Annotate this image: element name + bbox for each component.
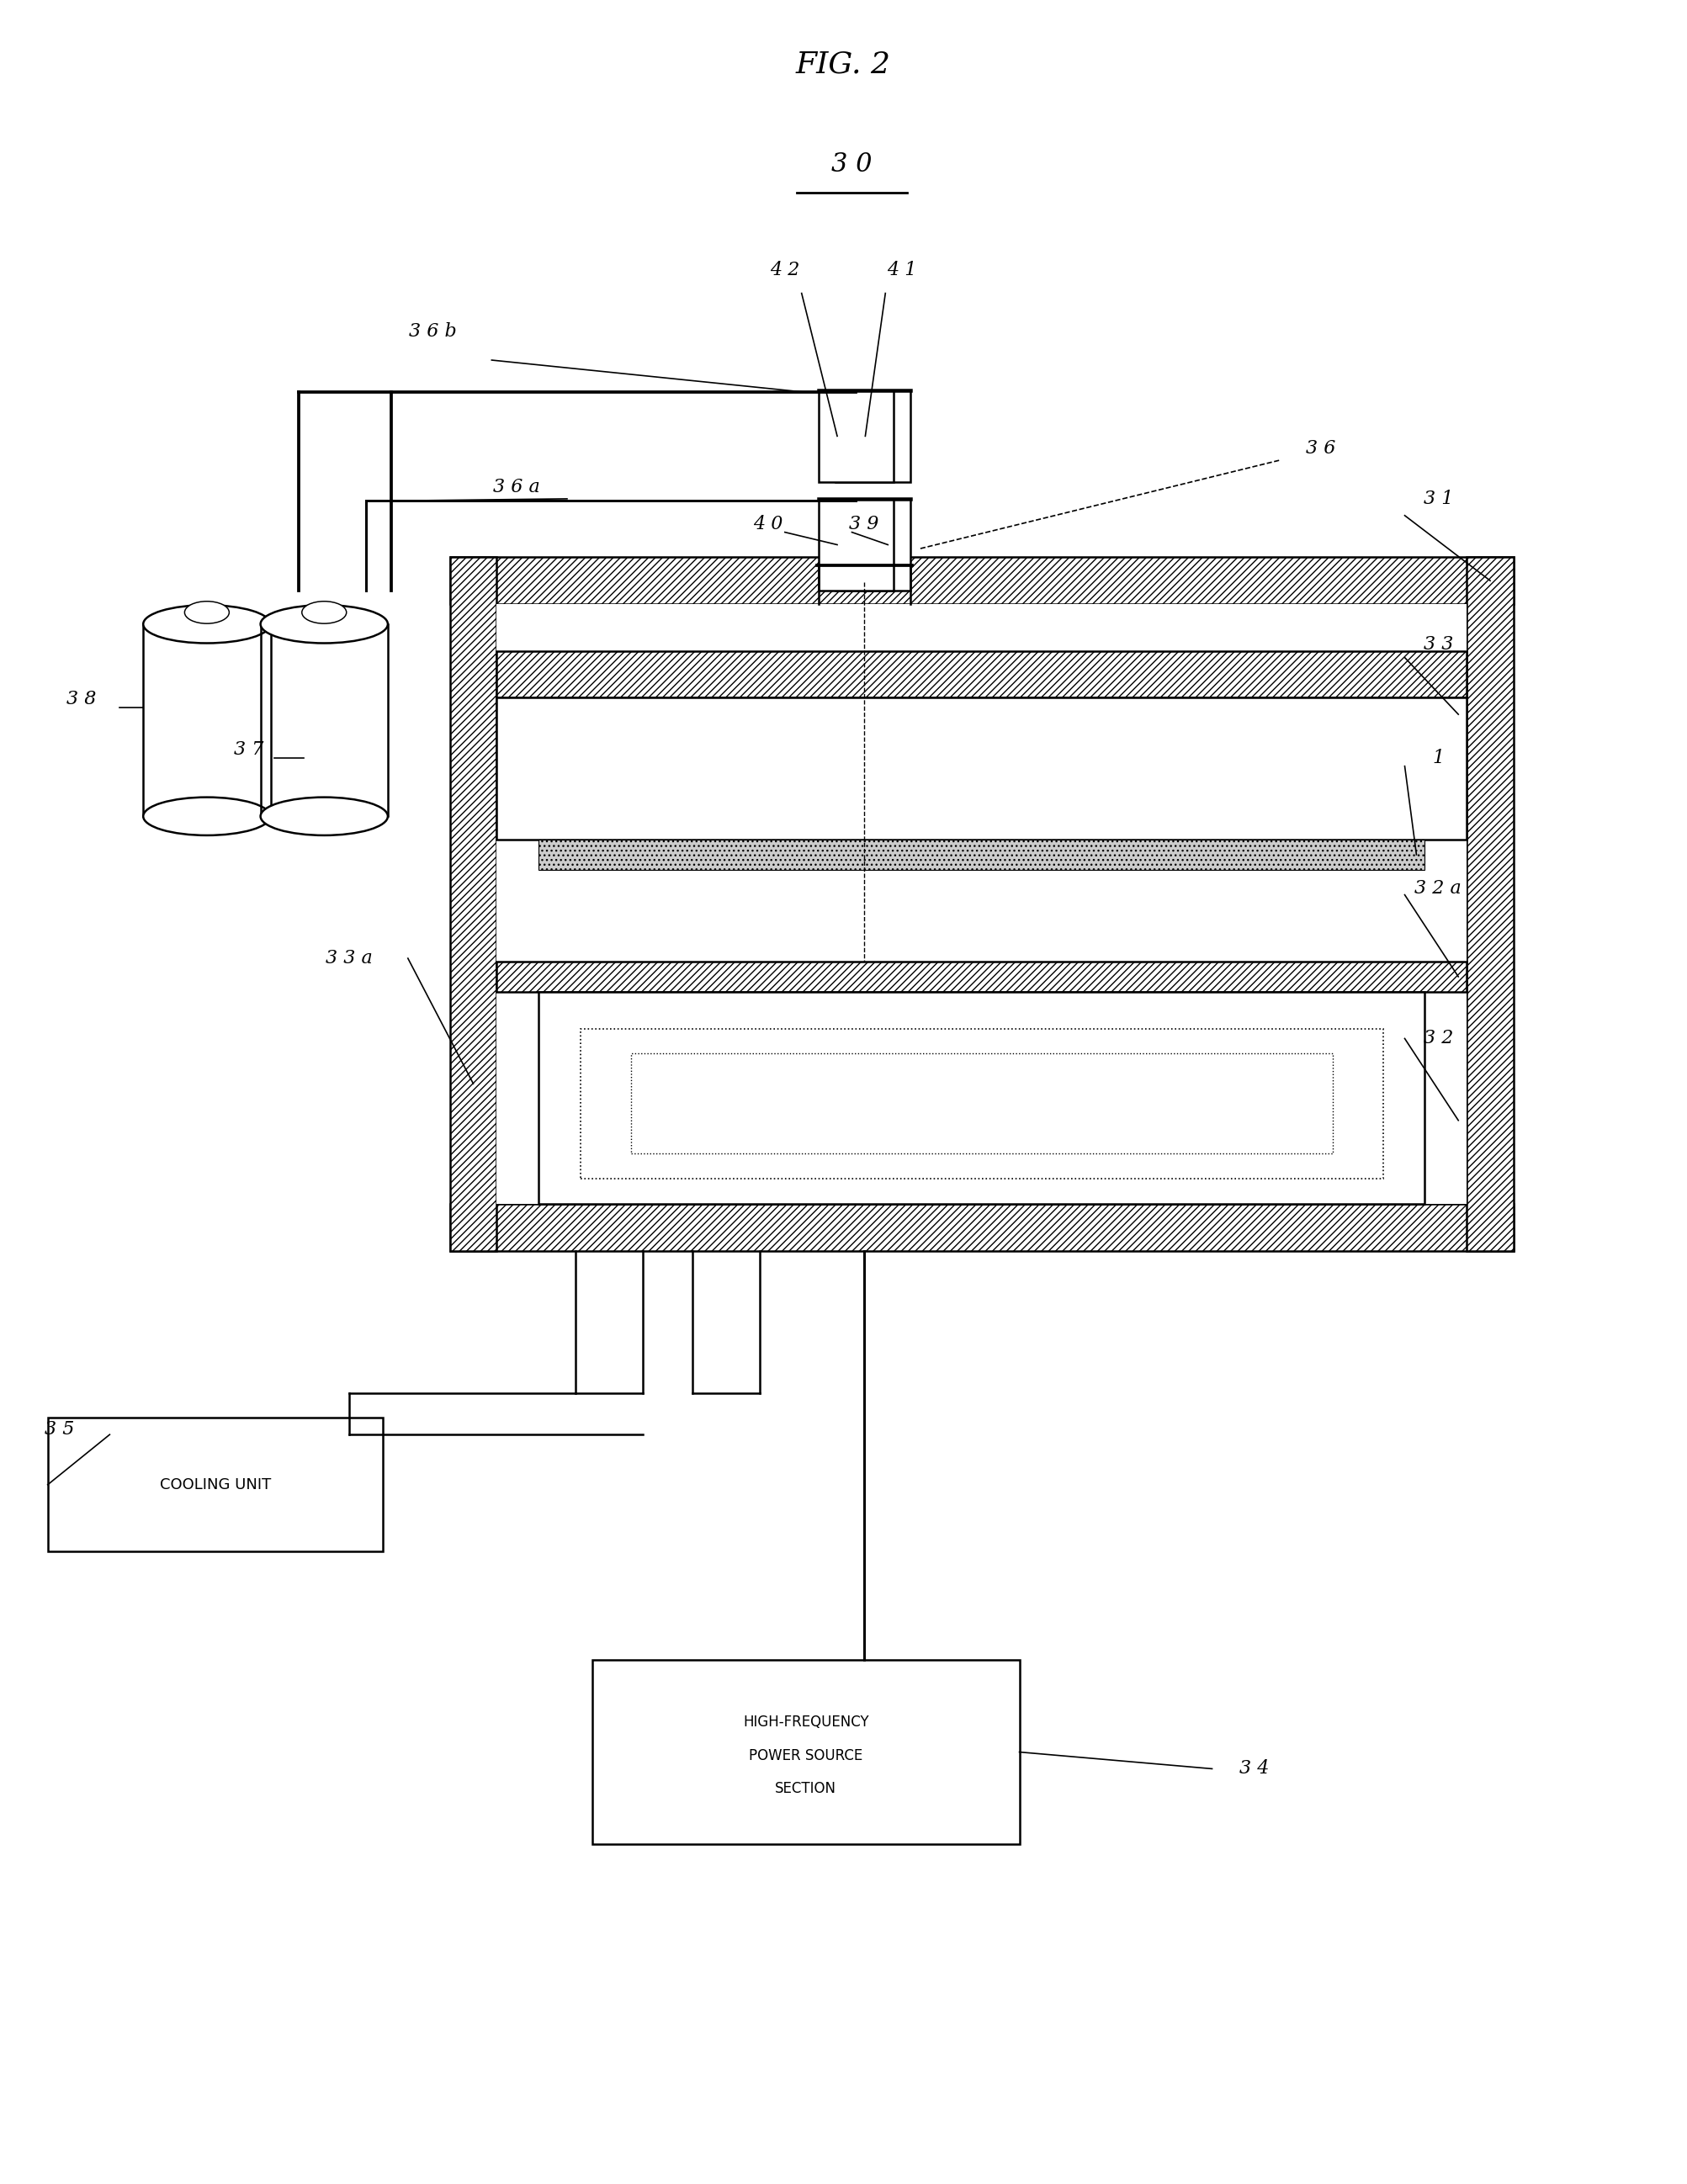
Bar bbox=[496, 697, 1466, 839]
Bar bbox=[1466, 557, 1513, 1251]
Text: 3 6 b: 3 6 b bbox=[410, 323, 457, 341]
Bar bbox=[835, 391, 911, 483]
Text: SECTION: SECTION bbox=[774, 1782, 837, 1797]
Text: 3 6 a: 3 6 a bbox=[493, 478, 540, 496]
Bar bbox=[47, 1417, 383, 1551]
Text: 4 1: 4 1 bbox=[887, 260, 918, 280]
Bar bbox=[592, 1660, 1019, 1843]
Text: 3 0: 3 0 bbox=[832, 151, 872, 177]
Text: 3 3 a: 3 3 a bbox=[326, 950, 373, 968]
Text: POWER SOURCE: POWER SOURCE bbox=[749, 1747, 862, 1762]
Ellipse shape bbox=[302, 601, 346, 622]
Text: FIG. 2: FIG. 2 bbox=[796, 50, 891, 79]
Text: COOLING UNIT: COOLING UNIT bbox=[160, 1476, 272, 1492]
Text: 4 2: 4 2 bbox=[769, 260, 800, 280]
Text: 3 1: 3 1 bbox=[1424, 489, 1453, 509]
Text: 3 5: 3 5 bbox=[44, 1420, 74, 1439]
Text: 3 7: 3 7 bbox=[234, 740, 263, 758]
Bar bbox=[496, 961, 1466, 992]
Bar bbox=[538, 839, 1426, 869]
Text: 4 0: 4 0 bbox=[752, 515, 783, 533]
Ellipse shape bbox=[260, 797, 388, 834]
Bar bbox=[631, 1053, 1333, 1153]
Text: 3 6: 3 6 bbox=[1306, 439, 1336, 459]
Bar bbox=[580, 1029, 1383, 1179]
Text: 3 4: 3 4 bbox=[1238, 1760, 1269, 1778]
Text: 3 8: 3 8 bbox=[66, 690, 96, 708]
Ellipse shape bbox=[184, 601, 229, 622]
Text: 3 3: 3 3 bbox=[1424, 636, 1453, 653]
Bar bbox=[450, 557, 1513, 605]
Text: 3 9: 3 9 bbox=[849, 515, 879, 533]
Bar bbox=[818, 498, 894, 590]
Ellipse shape bbox=[143, 605, 270, 642]
Text: 3 2 a: 3 2 a bbox=[1415, 878, 1461, 898]
Bar bbox=[450, 1203, 1513, 1251]
Bar bbox=[538, 992, 1426, 1203]
Bar bbox=[818, 391, 894, 483]
Bar bbox=[450, 557, 496, 1251]
Bar bbox=[496, 651, 1466, 697]
Text: 3 2: 3 2 bbox=[1424, 1029, 1453, 1048]
Bar bbox=[496, 605, 1466, 1203]
Bar bbox=[835, 498, 911, 590]
Text: HIGH-FREQUENCY: HIGH-FREQUENCY bbox=[742, 1714, 869, 1730]
Ellipse shape bbox=[260, 605, 388, 642]
Text: 1: 1 bbox=[1432, 749, 1444, 767]
Ellipse shape bbox=[143, 797, 270, 834]
